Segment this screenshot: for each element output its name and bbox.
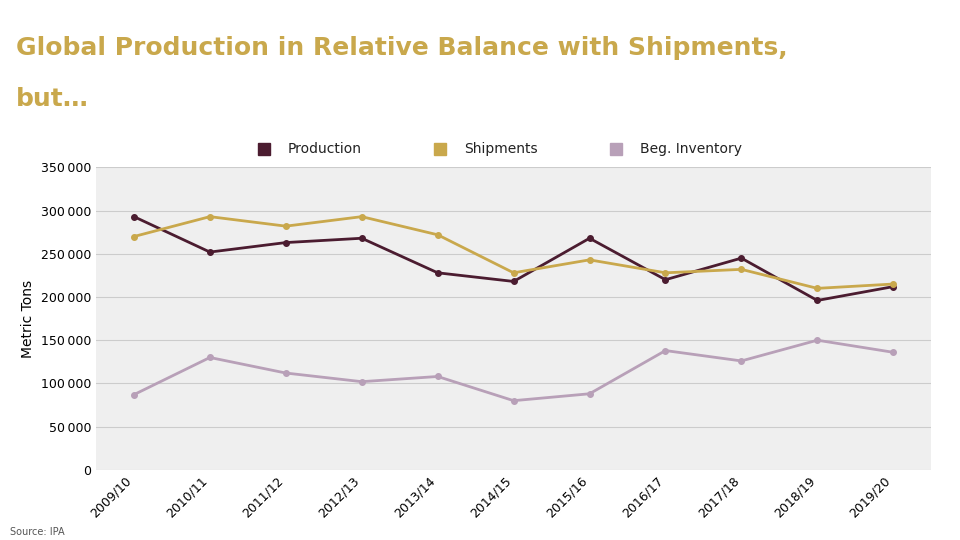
Text: Beg. Inventory: Beg. Inventory <box>640 142 742 156</box>
Y-axis label: Metric Tons: Metric Tons <box>21 280 36 357</box>
Text: Global Production in Relative Balance with Shipments,: Global Production in Relative Balance wi… <box>16 36 788 60</box>
Text: but…: but… <box>16 87 89 111</box>
Text: Shipments: Shipments <box>464 142 538 156</box>
Text: Source: IPA: Source: IPA <box>10 527 64 537</box>
Text: Production: Production <box>288 142 362 156</box>
